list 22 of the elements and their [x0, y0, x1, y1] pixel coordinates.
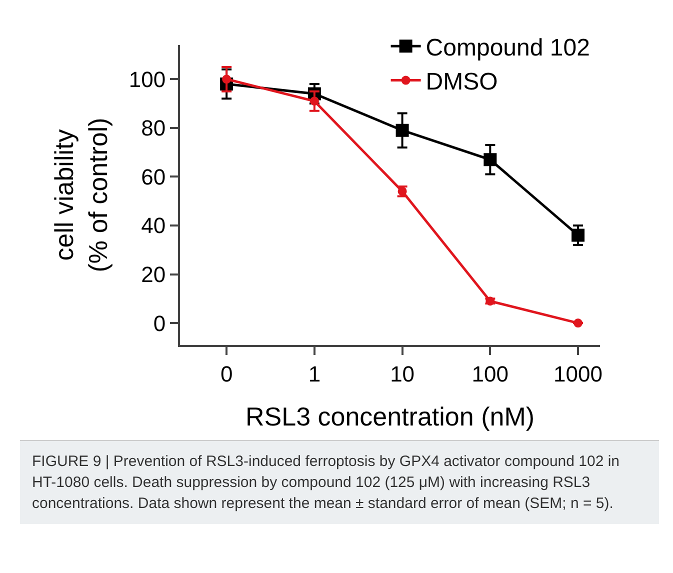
- point: [222, 74, 232, 84]
- y-tick-label: 0: [153, 310, 166, 336]
- y-tick-label: 60: [141, 164, 166, 190]
- y-tick-label: 100: [128, 66, 166, 92]
- legend-label: Compound 102: [426, 34, 590, 62]
- y-tick-label: 80: [141, 116, 166, 141]
- y-tick-label: 40: [141, 213, 166, 238]
- point: [574, 318, 583, 328]
- x-axis-title: RSL3 concentration (nM): [245, 402, 535, 432]
- x-tick-label: 1: [308, 361, 321, 386]
- x-tick-label: 1000: [554, 361, 603, 386]
- point: [572, 228, 585, 242]
- y-tick-label: 20: [141, 262, 166, 287]
- point: [310, 96, 319, 106]
- y-axis-title: cell viability (% of control): [48, 118, 113, 272]
- caption: FIGURE 9 | Prevention of RSL3-induced ferroptosis by GPX4 activator compound 102 in HT-1080 cells. Death suppression by compound 102 (125 μM) with increasing RSL3 concentrations. Data shown represent the mean ± standard error of mean (SEM; n = 5).: [20, 440, 659, 524]
- point: [484, 153, 497, 166]
- point: [396, 124, 409, 137]
- x-tick-label: 0: [220, 361, 233, 386]
- legend-label: DMSO: [426, 68, 498, 96]
- x-tick-label: 100: [472, 361, 509, 386]
- x-tick-label: 10: [390, 361, 415, 386]
